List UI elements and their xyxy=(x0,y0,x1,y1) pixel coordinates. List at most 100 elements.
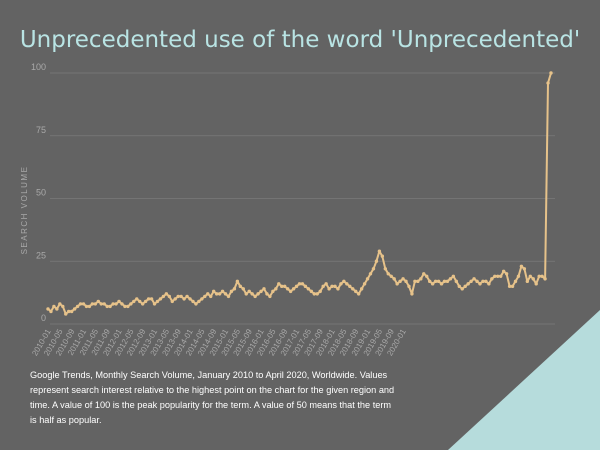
data-point xyxy=(247,289,251,294)
data-point xyxy=(315,292,319,296)
data-point xyxy=(126,304,130,309)
data-point xyxy=(182,297,186,301)
data-point xyxy=(114,302,118,306)
data-point xyxy=(75,304,80,309)
data-point xyxy=(345,282,349,286)
data-point xyxy=(451,274,456,279)
y-tick-label: 75 xyxy=(36,125,46,135)
data-point xyxy=(490,277,494,281)
data-point xyxy=(410,292,414,296)
data-point xyxy=(300,282,305,286)
data-point xyxy=(472,277,476,281)
data-point xyxy=(528,274,532,279)
data-point xyxy=(419,277,423,281)
data-point xyxy=(72,307,77,311)
data-point xyxy=(351,287,355,291)
data-point xyxy=(223,292,228,296)
data-point xyxy=(120,302,124,306)
data-point xyxy=(321,284,325,289)
data-point xyxy=(188,297,192,301)
data-point xyxy=(96,299,101,304)
y-axis-label: SEARCH VOLUME xyxy=(20,166,29,255)
data-point xyxy=(285,287,290,291)
data-point xyxy=(386,272,390,276)
data-point xyxy=(241,287,245,291)
data-point xyxy=(487,282,491,286)
data-point xyxy=(540,274,544,279)
data-point xyxy=(374,259,379,263)
data-point xyxy=(466,282,470,286)
data-point xyxy=(191,299,195,304)
data-point xyxy=(516,274,521,279)
data-point xyxy=(531,277,535,281)
data-point xyxy=(105,304,109,309)
data-point xyxy=(46,307,50,311)
data-point xyxy=(537,274,541,279)
data-point xyxy=(309,289,314,294)
data-point xyxy=(158,297,163,301)
data-point xyxy=(203,294,207,299)
data-point xyxy=(416,279,420,284)
data-point xyxy=(413,279,417,284)
data-point xyxy=(439,282,444,286)
data-point xyxy=(425,274,429,279)
data-point xyxy=(256,292,260,296)
data-point xyxy=(52,304,56,309)
data-point xyxy=(371,267,376,271)
data-point xyxy=(448,277,453,281)
data-point xyxy=(232,287,237,291)
gridlines xyxy=(50,72,555,325)
data-point xyxy=(342,279,346,284)
data-point xyxy=(155,299,160,304)
data-point xyxy=(454,279,459,284)
corner-triangle-decoration xyxy=(448,310,600,450)
data-point xyxy=(436,279,441,284)
data-point xyxy=(348,284,352,289)
data-point xyxy=(206,292,210,296)
data-point xyxy=(392,277,396,281)
data-point xyxy=(543,277,547,281)
data-point xyxy=(129,302,133,306)
y-tick-label: 100 xyxy=(31,62,46,72)
data-point xyxy=(117,299,121,304)
data-point xyxy=(525,279,530,284)
data-point xyxy=(268,294,272,299)
data-point xyxy=(132,299,136,304)
data-point xyxy=(510,284,515,289)
data-point xyxy=(303,284,308,289)
data-point xyxy=(250,292,254,296)
data-point xyxy=(368,272,373,276)
data-point xyxy=(185,294,189,299)
data-point xyxy=(271,289,275,294)
data-point xyxy=(354,289,358,294)
data-point xyxy=(294,284,299,289)
data-point xyxy=(214,292,219,296)
data-point xyxy=(493,274,497,279)
data-point xyxy=(277,282,281,286)
data-point xyxy=(93,302,98,306)
data-point xyxy=(312,292,316,296)
data-point xyxy=(167,294,172,299)
data-point xyxy=(49,309,53,314)
data-point xyxy=(229,289,234,294)
chart-caption: Google Trends, Monthly Search Volume, Ja… xyxy=(30,370,395,425)
data-point xyxy=(507,284,512,289)
data-point xyxy=(501,269,506,273)
data-point xyxy=(362,282,367,286)
data-point xyxy=(69,309,74,314)
data-point xyxy=(499,274,503,279)
data-point xyxy=(146,297,151,301)
data-point xyxy=(336,287,340,291)
data-point xyxy=(176,294,180,299)
data-point xyxy=(90,302,95,306)
data-point xyxy=(238,284,243,289)
series-line xyxy=(47,72,552,315)
data-point xyxy=(359,287,364,291)
y-tick-label: 25 xyxy=(36,250,46,260)
data-point xyxy=(55,307,59,311)
data-point xyxy=(283,284,287,289)
data-point xyxy=(288,289,293,294)
data-point xyxy=(87,304,92,309)
data-point xyxy=(291,287,296,291)
